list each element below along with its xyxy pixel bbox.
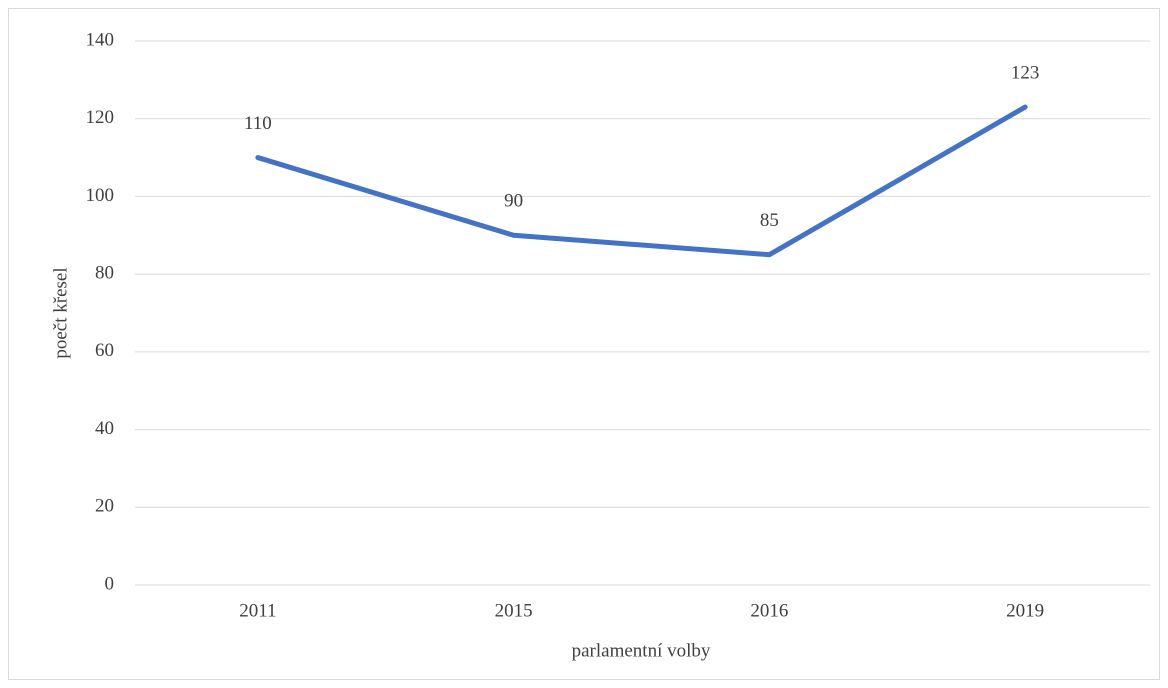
y-tick-label: 40 bbox=[95, 418, 114, 439]
x-tick-label: 2015 bbox=[495, 600, 533, 621]
y-tick-label: 140 bbox=[86, 29, 115, 50]
data-label: 90 bbox=[504, 191, 523, 212]
y-axis-label: poečt křesel bbox=[50, 267, 71, 358]
line bbox=[255, 104, 1028, 258]
data-label: 123 bbox=[1011, 62, 1040, 83]
x-tick-label: 2011 bbox=[239, 600, 276, 621]
x-tick-label: 2016 bbox=[750, 600, 788, 621]
y-tick-label: 20 bbox=[95, 496, 114, 517]
y-tick-label: 80 bbox=[95, 263, 114, 284]
x-tick-label: 2019 bbox=[1006, 600, 1044, 621]
y-tick-label: 120 bbox=[86, 107, 115, 128]
x-axis-label: parlamentní volby bbox=[572, 640, 711, 661]
y-tick-label: 0 bbox=[105, 573, 115, 594]
y-tick-label: 60 bbox=[95, 340, 114, 361]
y-tick-label: 100 bbox=[86, 185, 115, 206]
data-label: 110 bbox=[244, 113, 272, 134]
data-label: 85 bbox=[760, 210, 779, 231]
chart-frame bbox=[8, 8, 1160, 680]
